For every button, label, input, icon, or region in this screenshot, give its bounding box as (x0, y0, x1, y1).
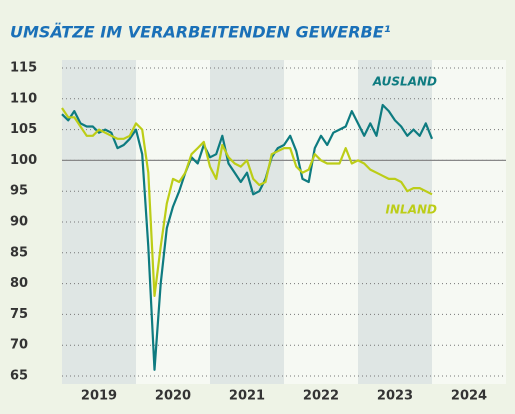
y-tick-label: 70 (10, 338, 28, 353)
chart-title: UMSÄTZE IM VERARBEITENDEN GEWERBE¹ (10, 23, 391, 42)
x-tick-label: 2022 (303, 389, 339, 404)
x-tick-label: 2023 (377, 389, 413, 404)
y-tick-label: 90 (10, 215, 28, 230)
y-tick-label: 75 (10, 307, 28, 322)
y-tick-label: 110 (10, 91, 37, 106)
series-label: AUSLAND (372, 75, 437, 89)
y-tick-label: 85 (10, 245, 28, 260)
y-tick-label: 105 (10, 122, 37, 137)
y-tick-label: 115 (10, 61, 37, 76)
y-tick-label: 80 (10, 276, 28, 291)
y-tick-label: 100 (10, 153, 37, 168)
x-tick-label: 2024 (451, 389, 487, 404)
series-line (61, 103, 434, 371)
x-tick-label: 2019 (81, 389, 117, 404)
series-label: INLAND (386, 203, 437, 217)
x-tick-label: 2020 (155, 389, 191, 404)
y-tick-label: 65 (10, 369, 28, 384)
series-line (61, 107, 433, 297)
y-tick-label: 95 (10, 184, 28, 199)
x-tick-label: 2021 (229, 389, 265, 404)
